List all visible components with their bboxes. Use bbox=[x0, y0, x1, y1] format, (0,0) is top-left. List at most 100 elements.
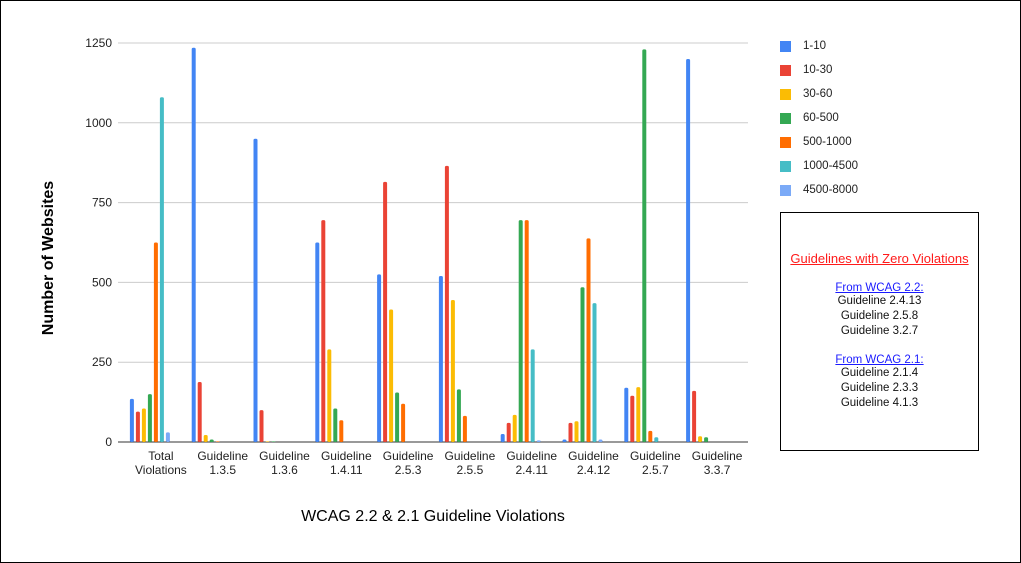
x-tick-label: 1.3.5 bbox=[209, 463, 236, 477]
bar-1-10-9 bbox=[686, 58, 691, 443]
x-tick-label: Guideline bbox=[259, 449, 310, 463]
zero-guideline-item: Guideline 2.4.13 bbox=[837, 295, 922, 307]
zero-guideline-item: Guideline 2.3.3 bbox=[840, 382, 919, 394]
bar-1-10-5 bbox=[438, 276, 443, 442]
bar-1-10-7 bbox=[562, 439, 567, 442]
x-axis-ticks: TotalViolationsGuideline1.3.5Guideline1.… bbox=[135, 449, 743, 477]
bar-60-500-5 bbox=[456, 389, 461, 442]
x-tick-label: Guideline bbox=[197, 449, 248, 463]
bar-60-500-8 bbox=[642, 49, 647, 442]
bar-500-1000-8 bbox=[648, 430, 653, 442]
bar-60-500-3 bbox=[333, 408, 338, 442]
zero-group-heading: From WCAG 2.1: bbox=[835, 354, 924, 366]
bar-60-500-6 bbox=[518, 220, 523, 442]
bar-4500-8000-7 bbox=[598, 439, 603, 442]
legend-swatch bbox=[780, 136, 791, 148]
bar-30-60-5 bbox=[450, 299, 455, 442]
x-tick-label: 2.4.11 bbox=[515, 463, 548, 477]
bar-10-30-1 bbox=[197, 381, 202, 442]
x-tick-label: Guideline bbox=[630, 449, 681, 463]
bar-1-10-3 bbox=[315, 242, 320, 442]
bar-1000-4500-8 bbox=[654, 437, 659, 442]
bar-30-60-0 bbox=[141, 408, 146, 442]
x-tick-label: Total bbox=[148, 449, 173, 463]
bar-30-60-9 bbox=[698, 436, 703, 442]
legend-swatch bbox=[780, 112, 791, 124]
bar-1000-4500-0 bbox=[159, 97, 164, 442]
bar-500-1000-5 bbox=[462, 415, 467, 442]
bar-30-60-6 bbox=[512, 414, 517, 442]
legend-label: 1-10 bbox=[803, 40, 827, 52]
x-tick-label: Guideline bbox=[568, 449, 619, 463]
bar-1000-4500-6 bbox=[530, 349, 535, 442]
zero-guideline-item: Guideline 3.2.7 bbox=[840, 325, 919, 337]
bar-30-60-4 bbox=[389, 309, 394, 442]
legend-swatch bbox=[780, 40, 791, 52]
bar-30-60-3 bbox=[327, 349, 332, 442]
gridlines bbox=[118, 42, 748, 443]
bar-4500-8000-0 bbox=[165, 432, 170, 442]
zero-guideline-item: Guideline 2.5.8 bbox=[840, 310, 919, 322]
zero-group-heading: From WCAG 2.2: bbox=[835, 282, 924, 294]
y-tick-label: 1250 bbox=[85, 36, 112, 50]
bar-60-500-1 bbox=[209, 439, 214, 442]
bar-30-60-2 bbox=[265, 441, 270, 442]
bar-4500-8000-6 bbox=[536, 440, 541, 442]
legend-label: 500-1000 bbox=[803, 136, 852, 148]
zero-violations-groups: From WCAG 2.2: Guideline 2.4.13 Guideline … bbox=[781, 282, 978, 411]
bar-10-30-5 bbox=[444, 165, 449, 442]
bar-500-1000-1 bbox=[215, 441, 220, 442]
legend-swatch bbox=[780, 160, 791, 172]
legend: 1-10 10-30 30-60 60-500 500-1000 1000-4500 450… bbox=[780, 34, 920, 202]
x-tick-label: 1.3.6 bbox=[271, 463, 298, 477]
bar-1-10-6 bbox=[500, 434, 505, 442]
legend-item: 500-1000 bbox=[780, 130, 920, 154]
legend-swatch bbox=[780, 184, 791, 196]
legend-label: 10-30 bbox=[803, 64, 833, 76]
bar-500-1000-4 bbox=[401, 403, 406, 442]
legend-label: 30-60 bbox=[803, 88, 833, 100]
y-axis-title: Number of Websites bbox=[40, 181, 57, 336]
x-tick-label: 1.4.11 bbox=[330, 463, 363, 477]
zero-guideline-item: Guideline 4.1.3 bbox=[840, 397, 919, 409]
bar-500-1000-0 bbox=[153, 242, 158, 442]
x-tick-label: Guideline bbox=[445, 449, 496, 463]
legend-label: 1000-4500 bbox=[803, 160, 858, 172]
bar-60-500-4 bbox=[395, 392, 400, 442]
bar-1-10-0 bbox=[129, 398, 134, 442]
y-tick-label: 500 bbox=[92, 275, 112, 289]
legend-swatch bbox=[780, 64, 791, 76]
x-axis-title: WCAG 2.2 & 2.1 Guideline Violations bbox=[301, 508, 565, 525]
x-tick-label: 2.4.12 bbox=[577, 463, 611, 477]
x-tick-label: 3.3.7 bbox=[704, 463, 731, 477]
bar-10-30-4 bbox=[383, 181, 388, 443]
x-tick-label: 2.5.5 bbox=[457, 463, 484, 477]
bar-500-1000-6 bbox=[524, 220, 529, 442]
y-tick-label: 1000 bbox=[85, 116, 112, 130]
legend-item: 30-60 bbox=[780, 82, 920, 106]
zero-violations-box: Guidelines with Zero Violations From WCA… bbox=[780, 212, 979, 451]
legend-item: 1-10 bbox=[780, 34, 920, 58]
bar-10-30-3 bbox=[321, 220, 326, 442]
bar-10-30-7 bbox=[568, 422, 573, 442]
x-tick-label: Guideline bbox=[383, 449, 434, 463]
bar-60-500-9 bbox=[704, 437, 709, 442]
bar-1-10-1 bbox=[191, 47, 196, 443]
bar-500-1000-3 bbox=[339, 420, 344, 442]
legend-item: 1000-4500 bbox=[780, 154, 920, 178]
y-axis-ticks: 0 250 500 750 1000 1250 bbox=[85, 36, 112, 449]
bar-60-500-0 bbox=[147, 394, 152, 442]
bar-10-30-0 bbox=[135, 411, 140, 442]
bar-60-500-2 bbox=[271, 441, 276, 442]
bar-1-10-8 bbox=[624, 387, 629, 442]
bar-10-30-6 bbox=[506, 422, 511, 442]
bar-30-60-8 bbox=[636, 387, 641, 442]
bar-1-10-4 bbox=[377, 274, 382, 442]
bar-1000-4500-7 bbox=[592, 303, 597, 442]
x-tick-label: 2.5.7 bbox=[642, 463, 669, 477]
legend-item: 4500-8000 bbox=[780, 178, 920, 202]
x-tick-label: 2.5.3 bbox=[395, 463, 422, 477]
legend-label: 4500-8000 bbox=[803, 184, 858, 196]
